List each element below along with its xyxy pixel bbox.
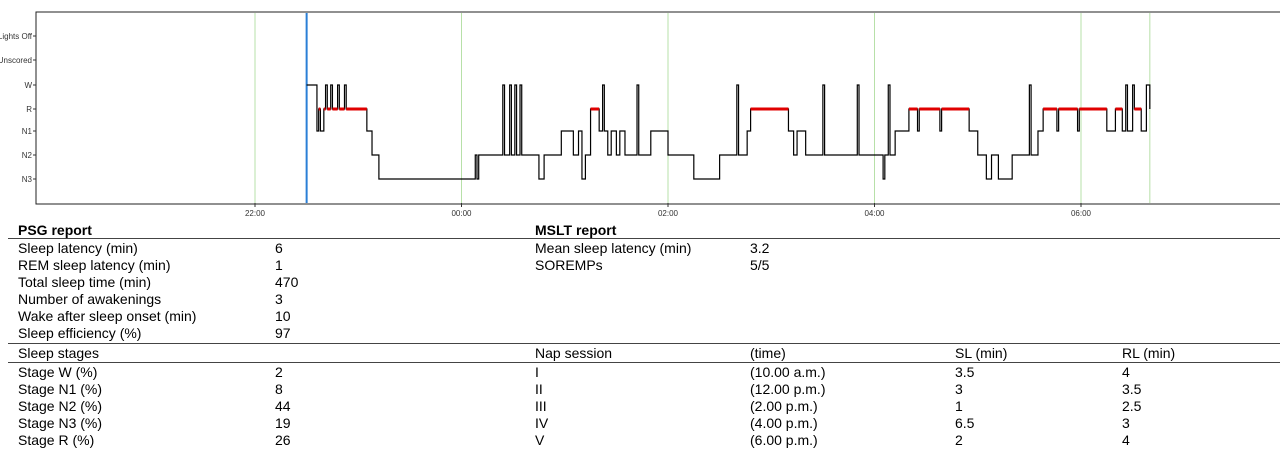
stage-value: 44: [275, 398, 291, 414]
sleep-stage-trace: [306, 84, 1151, 180]
nap-session: III: [535, 398, 547, 414]
nap-time: (10.00 a.m.): [750, 364, 826, 380]
y-stage-label: N1: [22, 127, 33, 136]
report-header-row: PSG report MSLT report: [0, 222, 1280, 239]
y-stage-label: R: [26, 105, 32, 114]
x-tick-label: 06:00: [1071, 209, 1092, 218]
x-tick-label: 00:00: [451, 209, 472, 218]
stages-header-row: Sleep stages Nap session (time) SL (min)…: [0, 345, 1280, 362]
report-row: Total sleep time (min) 470: [0, 274, 1280, 291]
psg-label: Total sleep time (min): [18, 274, 152, 290]
stage-label: Stage R (%): [18, 432, 95, 448]
x-tick-label: 22:00: [245, 209, 266, 218]
stage-axis: Lights Off Unscored W R N1 N2 N3: [0, 32, 36, 184]
mslt-label: SOREMPs: [535, 257, 603, 273]
y-stage-label: N2: [22, 151, 33, 160]
psg-value: 470: [275, 274, 299, 290]
stage-label: Stage N1 (%): [18, 381, 103, 397]
stage-value: 19: [275, 415, 291, 431]
y-stage-label: W: [24, 81, 32, 90]
mslt-value: 3.2: [750, 240, 770, 256]
x-tick-label: 04:00: [864, 209, 885, 218]
report-row: Number of awakenings 3: [0, 291, 1280, 308]
stage-label: Stage N2 (%): [18, 398, 103, 414]
stage-row: Stage N1 (%) 8 II (12.00 p.m.) 3 3.5: [0, 381, 1280, 398]
section-divider: [8, 343, 1280, 344]
nap-sl: 3.5: [955, 364, 975, 380]
psg-value: 10: [275, 308, 291, 324]
y-stage-label: N3: [22, 175, 33, 184]
psg-label: Sleep efficiency (%): [18, 325, 142, 341]
stages-divider: [8, 362, 1280, 363]
nap-rl: 4: [1122, 432, 1130, 448]
stage-label: Stage W (%): [18, 364, 98, 380]
nap-session: V: [535, 432, 545, 448]
psg-label: REM sleep latency (min): [18, 257, 171, 273]
psg-report-title: PSG report: [18, 222, 92, 238]
stage-value: 2: [275, 364, 283, 380]
stage-row: Stage N2 (%) 44 III (2.00 p.m.) 1 2.5: [0, 398, 1280, 415]
stage-row: Stage N3 (%) 19 IV (4.00 p.m.) 6.5 3: [0, 415, 1280, 432]
x-tick-label: 02:00: [658, 209, 679, 218]
psg-value: 6: [275, 240, 283, 256]
nap-time-header: (time): [750, 345, 786, 361]
nap-rl: 4: [1122, 364, 1130, 380]
y-stage-label: Unscored: [0, 56, 32, 65]
nap-session: IV: [535, 415, 549, 431]
nap-session: I: [535, 364, 539, 380]
header-divider: [8, 238, 1280, 239]
report-row: REM sleep latency (min) 1 SOREMPs 5/5: [0, 257, 1280, 274]
nap-time: (12.00 p.m.): [750, 381, 826, 397]
psg-label: Number of awakenings: [18, 291, 162, 307]
nap-sl: 1: [955, 398, 963, 414]
rem-latency-header: RL (min): [1122, 345, 1176, 361]
nap-sl: 6.5: [955, 415, 975, 431]
nap-rl: 3.5: [1122, 381, 1142, 397]
stage-row: Stage R (%) 26 V (6.00 p.m.) 2 4: [0, 432, 1280, 449]
report-row: Wake after sleep onset (min) 10: [0, 308, 1280, 325]
mslt-value: 5/5: [750, 257, 770, 273]
report-tables: PSG report MSLT report Sleep latency (mi…: [0, 222, 1280, 455]
stage-label: Stage N3 (%): [18, 415, 103, 431]
report-row: Sleep efficiency (%) 97: [0, 325, 1280, 342]
sleep-stages-header: Sleep stages: [18, 345, 99, 361]
psg-value: 97: [275, 325, 291, 341]
hypnogram-trace: [305, 13, 1151, 203]
psg-value: 1: [275, 257, 283, 273]
nap-session: II: [535, 381, 543, 397]
sleep-latency-header: SL (min): [955, 345, 1008, 361]
stage-value: 8: [275, 381, 283, 397]
nap-sl: 3: [955, 381, 963, 397]
nap-rl: 3: [1122, 415, 1130, 431]
nap-time: (4.00 p.m.): [750, 415, 818, 431]
nap-sl: 2: [955, 432, 963, 448]
stage-value: 26: [275, 432, 291, 448]
nap-session-header: Nap session: [535, 345, 613, 361]
time-axis: 22:00 00:00 02:00 04:00 06:00: [245, 203, 1092, 218]
psg-label: Sleep latency (min): [18, 240, 138, 256]
psg-value: 3: [275, 291, 283, 307]
report-row: Sleep latency (min) 6 Mean sleep latency…: [0, 240, 1280, 257]
mslt-report-title: MSLT report: [535, 222, 617, 238]
nap-time: (6.00 p.m.): [750, 432, 818, 448]
nap-time: (2.00 p.m.): [750, 398, 818, 414]
hypnogram-chart: Lights Off Unscored W R N1 N2 N3 22:00 00:00 02:…: [0, 11, 1280, 218]
mslt-label: Mean sleep latency (min): [535, 240, 692, 256]
y-stage-label: Lights Off: [0, 32, 33, 41]
psg-label: Wake after sleep onset (min): [18, 308, 197, 324]
stage-row: Stage W (%) 2 I (10.00 a.m.) 3.5 4: [0, 364, 1280, 381]
nap-rl: 2.5: [1122, 398, 1142, 414]
